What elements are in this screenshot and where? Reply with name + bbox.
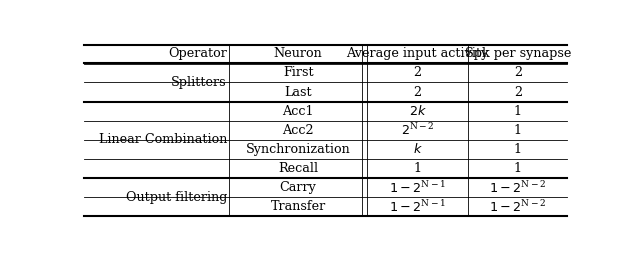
Text: Output filtering: Output filtering — [125, 191, 227, 204]
Text: Synchronization: Synchronization — [245, 143, 350, 156]
Text: 2: 2 — [514, 86, 522, 99]
Text: 1: 1 — [414, 162, 422, 175]
Text: 1: 1 — [514, 124, 522, 137]
Text: 2: 2 — [514, 66, 522, 79]
Text: First: First — [283, 66, 314, 79]
Text: Splitters: Splitters — [171, 76, 227, 89]
Text: $k$: $k$ — [413, 142, 423, 156]
Text: $1-2^{\mathregular{N-2}}$: $1-2^{\mathregular{N-2}}$ — [489, 180, 547, 196]
Text: 1: 1 — [514, 162, 522, 175]
Text: Acc2: Acc2 — [282, 124, 314, 137]
Text: Spk per synapse: Spk per synapse — [465, 47, 571, 60]
Text: Neuron: Neuron — [274, 47, 322, 60]
Text: Last: Last — [284, 86, 312, 99]
Text: Linear Combination: Linear Combination — [99, 133, 227, 146]
Text: $1-2^{\mathregular{N-1}}$: $1-2^{\mathregular{N-1}}$ — [389, 199, 446, 215]
Text: Recall: Recall — [278, 162, 318, 175]
Text: 2: 2 — [413, 66, 422, 79]
Text: $1-2^{\mathregular{N-2}}$: $1-2^{\mathregular{N-2}}$ — [489, 199, 547, 215]
Text: Acc1: Acc1 — [282, 105, 314, 118]
Text: 2: 2 — [413, 86, 422, 99]
Text: 1: 1 — [514, 105, 522, 118]
Text: Carry: Carry — [280, 181, 317, 194]
Text: 1: 1 — [514, 143, 522, 156]
Text: Transfer: Transfer — [270, 200, 326, 213]
Text: Operator: Operator — [168, 47, 227, 60]
Text: $2^{\mathregular{N-2}}$: $2^{\mathregular{N-2}}$ — [401, 122, 434, 138]
Text: Average input activity: Average input activity — [347, 47, 489, 60]
Text: $2k$: $2k$ — [409, 104, 427, 118]
Text: $1-2^{\mathregular{N-1}}$: $1-2^{\mathregular{N-1}}$ — [389, 180, 446, 196]
